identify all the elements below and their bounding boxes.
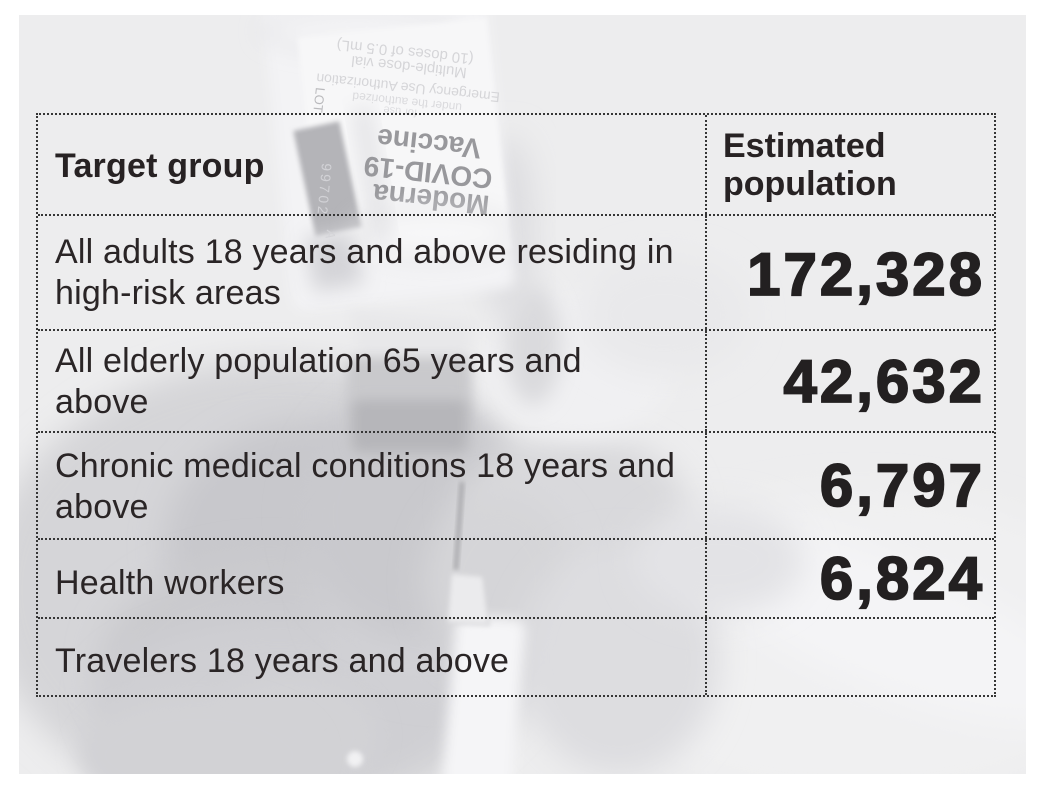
svg-text:99702: 99702 xyxy=(314,163,335,218)
svg-text:A: A xyxy=(323,229,339,240)
svg-text:LOT: LOT xyxy=(310,87,328,114)
